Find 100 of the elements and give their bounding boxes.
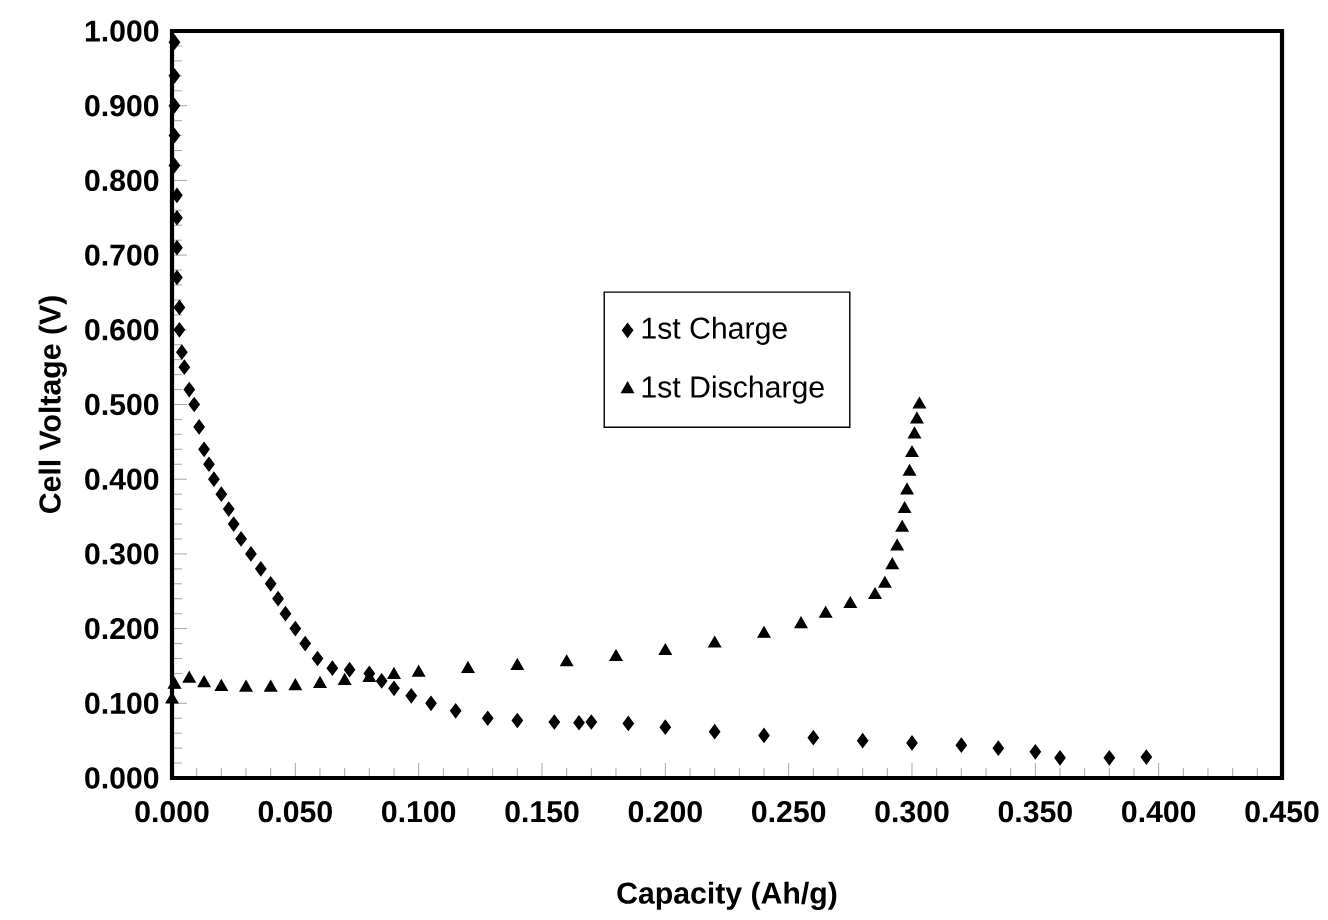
point [167, 677, 181, 689]
point [898, 501, 912, 514]
point [573, 715, 585, 731]
y-tick-label: 1.000 [85, 20, 159, 42]
point [878, 576, 892, 588]
point [955, 737, 968, 753]
point [905, 445, 919, 458]
point [1029, 744, 1042, 760]
point [214, 679, 228, 691]
point [885, 557, 899, 570]
point [245, 546, 257, 562]
point [895, 520, 909, 532]
point [794, 616, 808, 629]
x-tick-label: 0.450 [1245, 800, 1319, 823]
y-tick-label: 0.200 [85, 617, 159, 640]
x-tick-label: 0.100 [382, 800, 456, 823]
point [1054, 750, 1066, 766]
point [168, 68, 181, 84]
point [708, 636, 722, 648]
point [906, 735, 918, 751]
point [264, 680, 278, 692]
point [757, 626, 771, 638]
point [208, 471, 220, 487]
point [482, 710, 494, 726]
point [343, 662, 356, 678]
point [405, 688, 417, 704]
x-tick-label: 0.000 [135, 800, 209, 823]
point [758, 728, 770, 743]
point [288, 678, 302, 691]
point [388, 680, 400, 696]
point [215, 486, 228, 502]
x-tick-label: 0.400 [1122, 800, 1196, 823]
point [272, 591, 284, 607]
point [868, 587, 882, 600]
point [173, 300, 186, 315]
point [182, 671, 196, 683]
y-tick-label: 0.400 [85, 468, 159, 490]
point [412, 665, 426, 677]
point [188, 397, 200, 412]
point [227, 516, 240, 532]
y-tick-label: 0.300 [85, 543, 159, 565]
point [1140, 749, 1153, 765]
point [903, 464, 917, 476]
y-axis-title: Cell Voltage (V) [38, 296, 67, 514]
point [449, 703, 462, 719]
point [890, 539, 904, 551]
point [560, 654, 574, 667]
point [1103, 750, 1116, 766]
x-tick-label: 0.300 [875, 800, 949, 823]
x-axis-title: Capacity (Ah/g) [617, 881, 837, 910]
point [289, 621, 302, 636]
point [338, 673, 352, 685]
point [173, 322, 186, 338]
point [659, 719, 672, 735]
point [658, 643, 672, 656]
point [856, 733, 869, 749]
y-tick-label: 0.700 [85, 244, 159, 266]
point [193, 419, 205, 435]
point [900, 483, 914, 495]
y-tick-label: 0.000 [85, 767, 159, 789]
point [168, 34, 181, 50]
point [622, 716, 635, 731]
point [255, 561, 267, 577]
point [168, 128, 181, 143]
point [299, 636, 311, 651]
point [807, 730, 820, 746]
y-tick-label: 0.800 [85, 169, 159, 192]
point [425, 695, 437, 711]
x-tick-label: 0.050 [258, 800, 332, 823]
point [168, 98, 181, 114]
y-tick-label: 0.600 [85, 319, 159, 341]
point [511, 713, 524, 728]
point [609, 649, 623, 662]
point [279, 606, 292, 622]
point [708, 724, 721, 740]
point [235, 531, 247, 547]
point [198, 441, 210, 457]
point [311, 651, 324, 666]
y-tick-label: 0.100 [85, 692, 159, 714]
point [992, 740, 1005, 756]
point [183, 382, 195, 397]
point [510, 658, 524, 670]
x-tick-label: 0.200 [628, 800, 702, 823]
x-tick-label: 0.350 [998, 800, 1072, 823]
point [178, 359, 191, 375]
point [168, 158, 181, 173]
point [197, 675, 211, 688]
x-tick-label: 0.250 [752, 800, 826, 823]
point [313, 676, 327, 688]
y-tick-label: 0.900 [85, 95, 159, 117]
x-tick-label: 0.150 [505, 800, 579, 823]
point [843, 596, 857, 609]
point [387, 667, 401, 679]
point [910, 412, 924, 424]
legend-label: 1st Discharge [642, 375, 824, 404]
point [912, 397, 926, 409]
y-tick-label: 0.500 [85, 393, 159, 416]
point [819, 606, 833, 618]
legend-label: 1st Charge [642, 316, 787, 345]
point [585, 714, 598, 730]
